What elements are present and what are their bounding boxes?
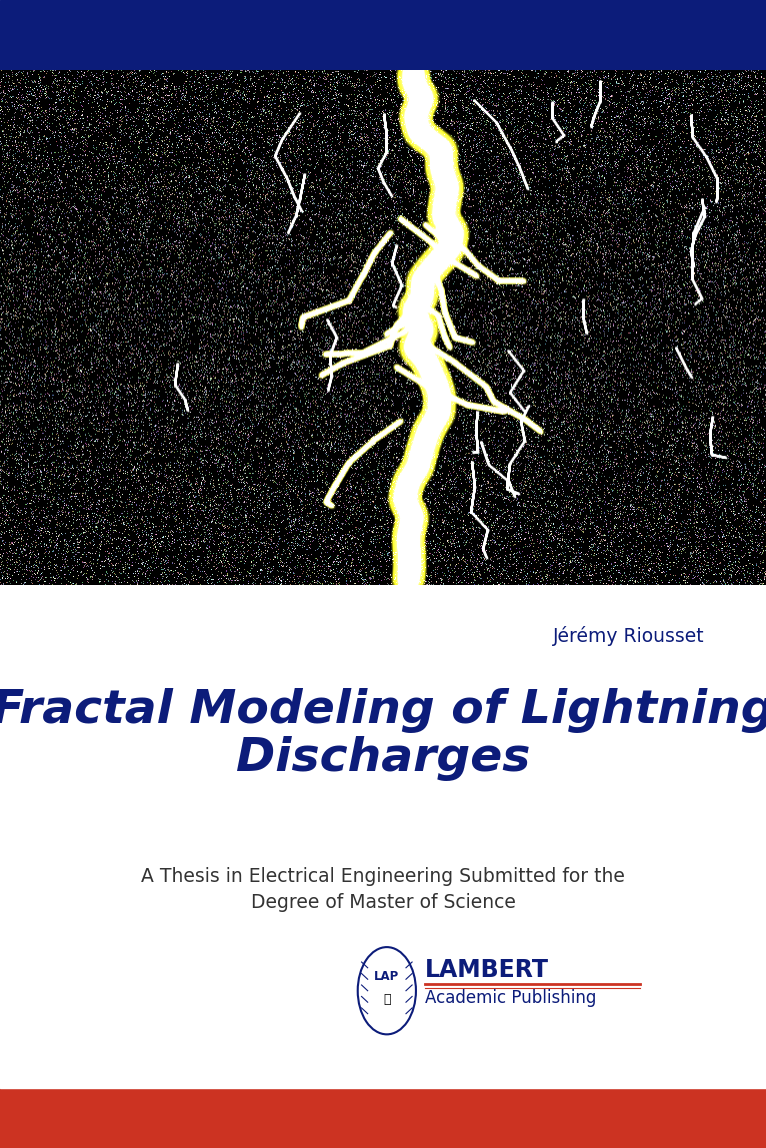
Text: 📚: 📚 (383, 993, 391, 1007)
Bar (0, 0, 766, 71)
Text: Jérémy Riousset: Jérémy Riousset (553, 626, 705, 645)
Bar (0, 1088, 766, 1148)
Text: A Thesis in Electrical Engineering Submitted for the
Degree of Master of Science: A Thesis in Electrical Engineering Submi… (141, 867, 625, 913)
Bar (0, 585, 766, 1088)
Text: LAP: LAP (375, 970, 399, 984)
Text: Fractal Modeling of Lightning
Discharges: Fractal Modeling of Lightning Discharges (0, 688, 766, 782)
Text: LAMBERT: LAMBERT (425, 959, 549, 982)
Text: Academic Publishing: Academic Publishing (425, 988, 597, 1007)
